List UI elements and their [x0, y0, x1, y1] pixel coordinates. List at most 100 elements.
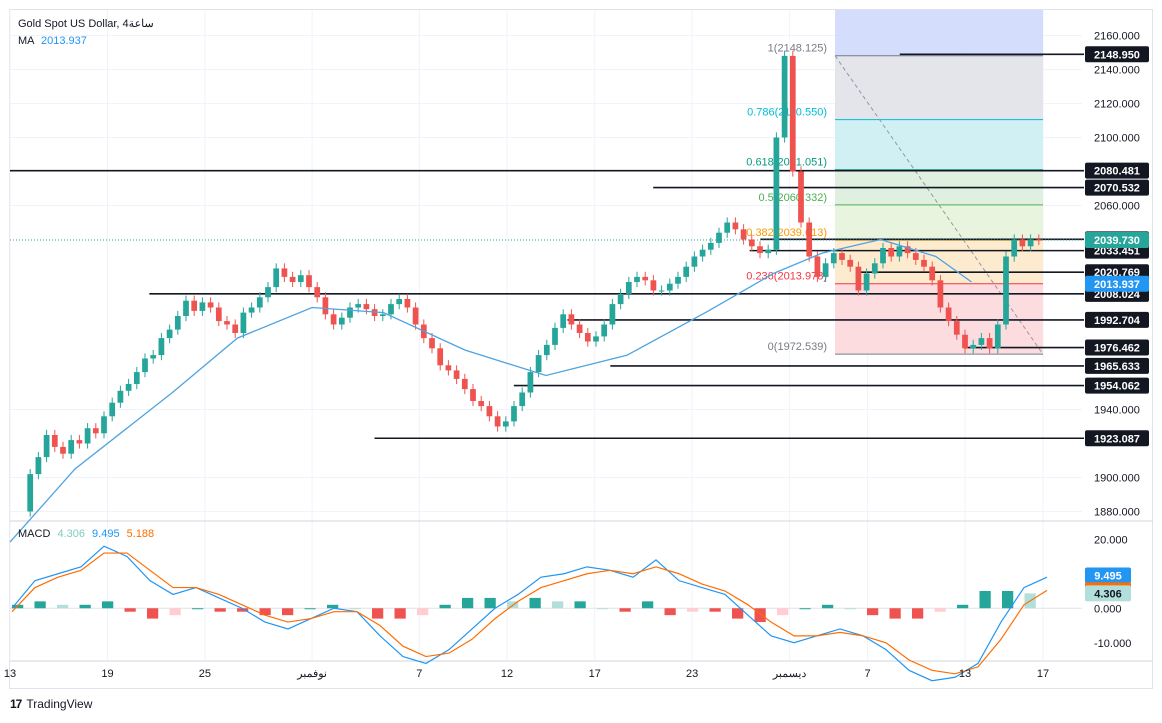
macd-histogram-bar [529, 597, 541, 609]
candle-body [388, 304, 394, 315]
candle-body [306, 275, 312, 288]
candle-body [51, 435, 58, 447]
time-tick-label: 13 [4, 668, 16, 680]
candle-body [338, 317, 345, 325]
candle-body [658, 290, 665, 292]
current-price-badge: 2039.730 [1094, 235, 1140, 247]
macd-badge: 9.495 [1094, 570, 1122, 582]
macd-histogram-bar [327, 604, 339, 609]
macd-histogram-bar [687, 608, 699, 612]
candle-body [248, 307, 255, 313]
candle-body [691, 256, 698, 267]
candle-body [486, 406, 493, 417]
macd-line-value: 9.495 [92, 528, 120, 540]
time-axis: 13 19 25 نوفمبر 7 12 17 23 ديسمبر 7 13 17 [4, 668, 1049, 680]
macd-histogram-bar [979, 591, 991, 609]
macd-histogram-bar [934, 608, 946, 612]
candle-body [601, 324, 608, 337]
candle-body [699, 249, 706, 257]
candle-body [502, 421, 509, 427]
macd-histogram-bar [79, 604, 91, 609]
candle-body [953, 321, 960, 335]
moving-average [9, 238, 972, 543]
candle-body [625, 282, 632, 294]
current-price-badge-bg [1085, 231, 1149, 248]
candle-body [478, 401, 485, 407]
macd-badge: 4.306 [1094, 588, 1122, 600]
macd-label: MACD [18, 528, 51, 540]
macd-tick-label: -10.000 [1094, 638, 1131, 650]
candle-body [650, 280, 657, 291]
candle-body [494, 416, 501, 427]
level-badge-bg [1085, 162, 1149, 179]
ma-badge-bg [1085, 275, 1149, 292]
fib-label: 0.5(2060.332) [759, 192, 828, 204]
candle-body [675, 276, 681, 284]
candle-body [986, 338, 993, 349]
fib-zone [835, 55, 1043, 120]
macd-histogram-bar [844, 608, 856, 610]
macd-histogram-bar [597, 608, 609, 610]
time-tick-label: 17 [1037, 668, 1049, 680]
fib-label: 0.236(2013.978) [746, 271, 827, 283]
macd-histogram-bar [822, 604, 834, 609]
fib-extension-zone [835, 10, 1043, 56]
candle-body [806, 222, 813, 257]
candle-body [158, 338, 165, 356]
ma-badge: 2013.937 [1094, 279, 1140, 291]
level-badge: 2148.950 [1094, 49, 1140, 61]
candle-body [642, 276, 649, 281]
macd-histogram-bar [889, 608, 901, 619]
candle-body [994, 324, 1001, 349]
macd-histogram-bar [147, 608, 159, 619]
price-tick-label: 2160.000 [1094, 31, 1140, 43]
price-tick-label: 2100.000 [1094, 133, 1140, 145]
macd-histogram-bar [214, 608, 226, 612]
candle-body [224, 321, 230, 325]
macd-histogram-bar [1002, 591, 1014, 609]
macd-histogram-bar [124, 608, 136, 612]
brand-name: TradingView [26, 697, 93, 711]
macd-badge-bg [1085, 567, 1131, 584]
candle-body [404, 299, 411, 308]
macd-tick-label: 0.000 [1094, 603, 1122, 615]
candle-body [937, 280, 944, 308]
candle-body [634, 276, 640, 282]
candle-body [527, 372, 534, 393]
candle-body [757, 246, 763, 254]
candle-body [232, 324, 239, 333]
level-badge-bg [1085, 430, 1149, 447]
candle-body [929, 266, 936, 281]
ma-label: MA [18, 35, 34, 47]
candle-body [617, 293, 624, 305]
candle-body [330, 314, 337, 325]
level-badge: 1923.087 [1094, 433, 1140, 445]
symbol-legend: Gold Spot US Dollar, 4ساعة [18, 17, 154, 30]
time-tick-label: 7 [416, 668, 422, 680]
macd-histogram-bar [709, 608, 721, 612]
candle-body [584, 333, 591, 342]
level-badge-bg [1085, 46, 1149, 63]
candle-body [314, 287, 321, 298]
candle-body [453, 370, 460, 379]
macd-histogram-bar [192, 608, 204, 610]
level-badge-bg [1085, 311, 1149, 328]
macd-signal-line [11, 552, 1048, 675]
symbol-title: Gold Spot US Dollar, 4ساعة [18, 18, 154, 30]
brand[interactable]: 17 TradingView [10, 697, 92, 711]
candle-body [174, 316, 181, 330]
candle-body [355, 304, 362, 308]
macd-histogram-bar [169, 608, 181, 616]
candle-body [904, 246, 911, 254]
candle-body [921, 259, 927, 267]
candle-body [781, 55, 788, 138]
candle-body [142, 358, 148, 373]
price-tick-label: 1900.000 [1094, 473, 1140, 485]
candle-body [429, 338, 435, 349]
candle-body [461, 378, 468, 390]
candle-body [76, 440, 83, 444]
candle-body [871, 263, 878, 274]
candle-body [183, 300, 189, 316]
candle-body [519, 392, 526, 407]
